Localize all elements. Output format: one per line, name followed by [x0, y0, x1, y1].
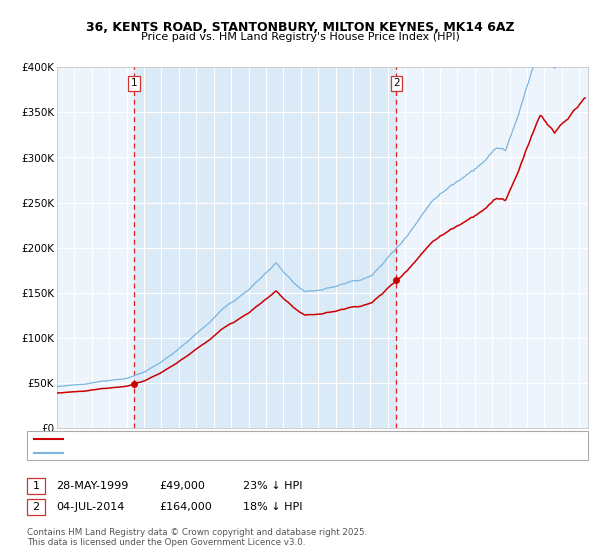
Text: 2: 2 [393, 78, 400, 88]
Text: Contains HM Land Registry data © Crown copyright and database right 2025.
This d: Contains HM Land Registry data © Crown c… [27, 528, 367, 547]
Text: £49,000: £49,000 [159, 481, 205, 491]
Text: HPI: Average price, semi-detached house, Milton Keynes: HPI: Average price, semi-detached house,… [68, 448, 349, 458]
Text: £164,000: £164,000 [159, 502, 212, 512]
Bar [134, 67, 397, 428]
Text: 28-MAY-1999: 28-MAY-1999 [56, 481, 128, 491]
Text: 18% ↓ HPI: 18% ↓ HPI [243, 502, 302, 512]
Text: 1: 1 [130, 78, 137, 88]
Text: 36, KENTS ROAD, STANTONBURY, MILTON KEYNES, MK14 6AZ: 36, KENTS ROAD, STANTONBURY, MILTON KEYN… [86, 21, 514, 34]
Text: 23% ↓ HPI: 23% ↓ HPI [243, 481, 302, 491]
Text: 04-JUL-2014: 04-JUL-2014 [56, 502, 124, 512]
Text: 36, KENTS ROAD, STANTONBURY, MILTON KEYNES, MK14 6AZ (semi-detached house): 36, KENTS ROAD, STANTONBURY, MILTON KEYN… [68, 435, 492, 444]
Text: 2: 2 [32, 502, 40, 512]
Text: 1: 1 [32, 481, 40, 491]
Text: Price paid vs. HM Land Registry's House Price Index (HPI): Price paid vs. HM Land Registry's House … [140, 32, 460, 43]
